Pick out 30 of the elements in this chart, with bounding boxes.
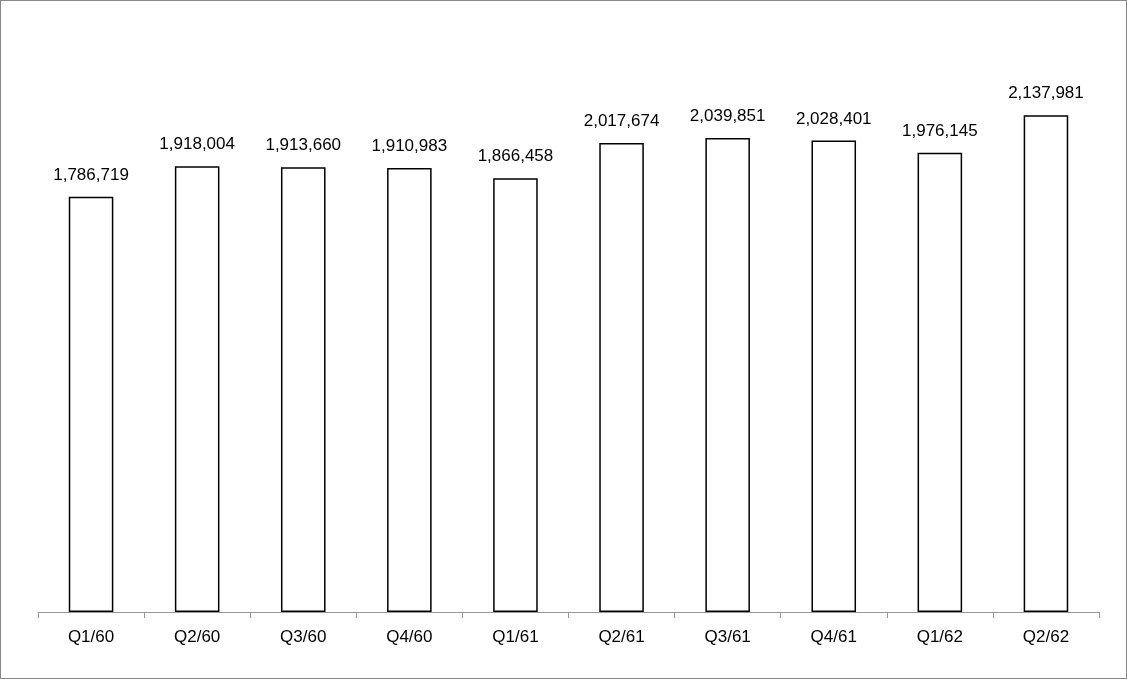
data-label: 1,918,004 bbox=[159, 134, 235, 154]
x-tick-label: Q2/60 bbox=[173, 627, 221, 646]
x-tick-label: Q3/61 bbox=[704, 627, 751, 646]
x-tick-label: Q3/60 bbox=[280, 627, 327, 646]
bar bbox=[174, 166, 220, 612]
data-label: 1,910,983 bbox=[371, 135, 448, 155]
data-label: 1,913,660 bbox=[265, 135, 342, 155]
bar bbox=[387, 167, 432, 612]
bar bbox=[493, 178, 538, 612]
x-tick-label: Q1/60 bbox=[67, 627, 115, 646]
bar bbox=[811, 140, 857, 612]
data-label: 2,137,981 bbox=[1008, 83, 1084, 103]
x-tick-label: Q4/61 bbox=[810, 627, 857, 646]
data-label: 2,017,674 bbox=[583, 111, 660, 131]
x-tick-label: Q4/60 bbox=[386, 627, 433, 646]
data-label: 2,028,401 bbox=[795, 108, 872, 128]
data-label: 1,866,458 bbox=[477, 146, 554, 166]
data-label: 2,039,851 bbox=[689, 105, 766, 125]
data-label: 1,786,719 bbox=[53, 164, 129, 184]
bar bbox=[280, 167, 326, 612]
x-tick-label: Q1/62 bbox=[916, 627, 964, 646]
bar bbox=[68, 196, 114, 612]
x-tick-label: Q2/62 bbox=[1022, 627, 1070, 646]
bar bbox=[599, 143, 644, 612]
x-tick-label: Q1/61 bbox=[492, 627, 539, 646]
x-tick-label: Q2/61 bbox=[598, 627, 645, 646]
bar bbox=[705, 137, 750, 612]
bar bbox=[917, 152, 963, 612]
bar bbox=[1023, 115, 1069, 612]
data-label: 1,976,145 bbox=[902, 120, 978, 140]
